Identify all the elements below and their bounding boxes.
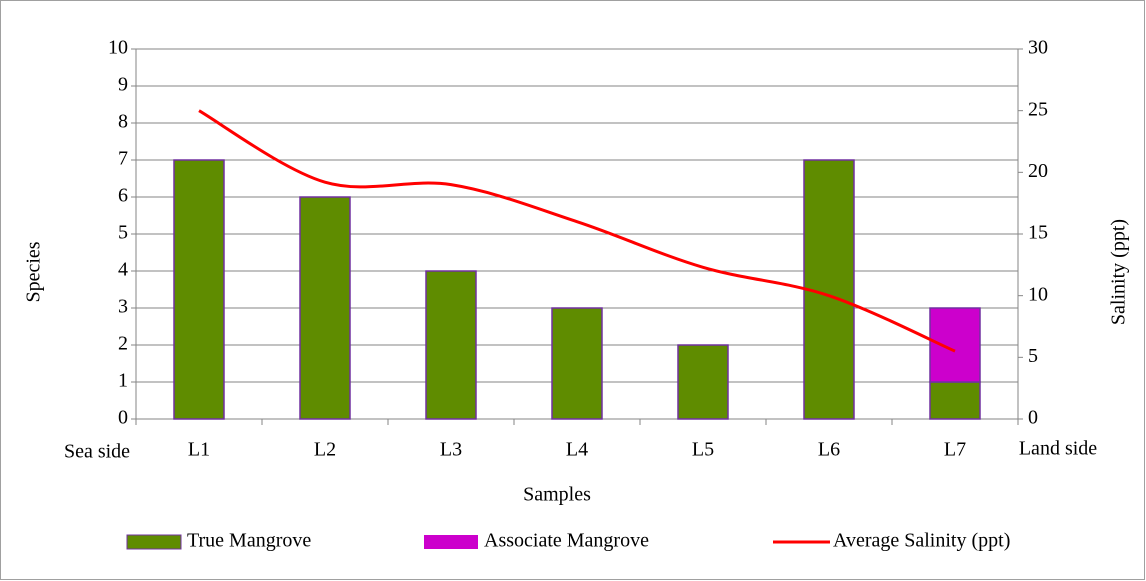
bar: [173, 159, 225, 420]
x-tick-label: L5: [692, 439, 714, 461]
legend-swatch: [424, 535, 478, 549]
y-tick-label: 4: [118, 259, 128, 281]
y-axis-title: Species: [23, 241, 45, 302]
y-tick-label: 7: [118, 148, 128, 170]
bar: [425, 270, 477, 420]
y-tick-label: 0: [118, 407, 128, 429]
y2-tick-label: 25: [1028, 98, 1048, 120]
bar: [929, 381, 981, 420]
y-tick-label: 3: [118, 296, 128, 318]
y2-tick-label: 0: [1028, 407, 1038, 429]
bar: [551, 307, 603, 420]
y2-tick-label: 30: [1028, 37, 1048, 59]
x-tick-label: L6: [818, 439, 840, 461]
y2-tick-label: 10: [1028, 283, 1048, 305]
x-tick-label: L2: [314, 439, 336, 461]
bar: [677, 344, 729, 420]
y-tick-label: 9: [118, 74, 128, 96]
legend-label: Associate Mangrove: [484, 530, 649, 552]
y2-axis-title: Salinity (ppt): [1108, 219, 1130, 325]
y-tick-label: 10: [108, 37, 128, 59]
line: [198, 109, 956, 353]
annotation: Sea side: [64, 441, 130, 463]
x-tick-label: L4: [566, 439, 588, 461]
y-tick-label: 6: [118, 185, 128, 207]
legend-label: Average Salinity (ppt): [833, 530, 1010, 552]
y-tick-label: 2: [118, 333, 128, 355]
annotation: Land side: [1019, 438, 1097, 460]
y2-tick-label: 5: [1028, 345, 1038, 367]
y2-tick-label: 15: [1028, 222, 1048, 244]
y2-tick-label: 20: [1028, 160, 1048, 182]
y-tick-label: 8: [118, 111, 128, 133]
legend-label: True Mangrove: [187, 530, 311, 552]
bar: [929, 307, 981, 383]
x-tick-label: L3: [440, 439, 462, 461]
x-tick-label: L7: [944, 439, 966, 461]
y-tick-label: 1: [118, 370, 128, 392]
x-tick-label: L1: [188, 439, 210, 461]
bar: [299, 196, 351, 420]
x-axis-title: Samples: [523, 484, 591, 506]
y-tick-label: 5: [118, 222, 128, 244]
legend-swatch: [126, 534, 182, 550]
